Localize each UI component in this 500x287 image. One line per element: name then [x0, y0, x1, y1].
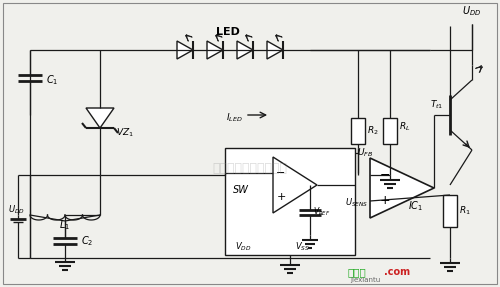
Text: $I_{LED}$: $I_{LED}$ [226, 112, 243, 124]
Text: $R_2$: $R_2$ [367, 125, 378, 137]
Bar [225, 148, 355, 255]
Text: $C_1$: $C_1$ [46, 73, 58, 87]
Text: $IC_1$: $IC_1$ [408, 199, 424, 213]
Bar [443, 195, 457, 227]
Text: $V_{DD}$: $V_{DD}$ [235, 241, 252, 253]
Polygon shape [177, 41, 193, 59]
Text: $U_{FB}$: $U_{FB}$ [357, 147, 373, 159]
Bar [383, 118, 397, 144]
Text: $R_1$: $R_1$ [459, 205, 471, 217]
Polygon shape [370, 158, 434, 218]
Bar [351, 118, 365, 144]
Text: $U_{DD}$: $U_{DD}$ [462, 4, 481, 18]
Text: $C_2$: $C_2$ [81, 234, 94, 248]
Text: $V_{REF}$: $V_{REF}$ [313, 205, 330, 218]
Text: $V_{SS}$: $V_{SS}$ [295, 241, 310, 253]
Text: 接线图: 接线图 [348, 267, 367, 277]
Text: $VZ_1$: $VZ_1$ [116, 127, 134, 139]
Text: $T_{t1}$: $T_{t1}$ [430, 99, 444, 111]
Text: LED: LED [216, 27, 240, 37]
Text: $U_{SENS}$: $U_{SENS}$ [344, 197, 368, 209]
Polygon shape [237, 41, 253, 59]
Text: $U_{DD}$: $U_{DD}$ [8, 204, 25, 216]
Text: $R_L$: $R_L$ [399, 121, 410, 133]
Text: jiexiantu: jiexiantu [350, 277, 380, 283]
Text: 杭州将客科技有限公司: 杭州将客科技有限公司 [212, 162, 288, 174]
Polygon shape [267, 41, 283, 59]
Text: $L_1$: $L_1$ [60, 218, 70, 232]
Polygon shape [273, 157, 317, 213]
Text: .com: .com [384, 267, 410, 277]
Polygon shape [86, 108, 114, 128]
Polygon shape [207, 41, 223, 59]
Text: −: − [380, 168, 390, 181]
Text: +: + [380, 195, 390, 208]
Text: −: − [276, 168, 285, 178]
Text: SW: SW [233, 185, 249, 195]
Text: +: + [276, 192, 285, 202]
